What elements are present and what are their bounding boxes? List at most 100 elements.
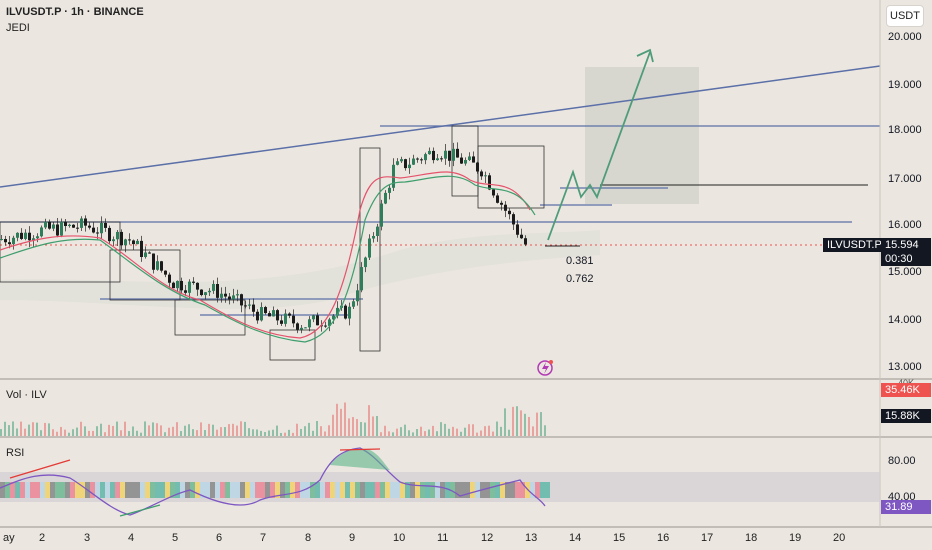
volume-bar <box>240 421 242 436</box>
time-tick: 10 <box>393 532 406 544</box>
price-tick: 17.000 <box>888 173 922 185</box>
rsi-strip-cell <box>50 482 55 498</box>
rsi-strip-cell <box>80 482 85 498</box>
rsi-strip-cell <box>315 482 320 498</box>
rsi-strip-cell <box>400 482 405 498</box>
rsi-strip-cell <box>150 482 155 498</box>
time-tick: 8 <box>305 532 312 544</box>
rsi-strip-cell <box>105 482 110 498</box>
volume-bar <box>480 430 482 436</box>
rsi-strip-cell <box>70 482 75 498</box>
candle-body <box>444 150 447 159</box>
candles <box>0 142 527 334</box>
volume-bar <box>148 425 150 436</box>
candle-body <box>116 231 119 240</box>
rsi-strip-cell <box>335 482 340 498</box>
candle-body <box>152 253 155 270</box>
candle-body <box>64 221 67 227</box>
candle-body <box>332 315 335 320</box>
rsi-strip-cell <box>235 482 240 498</box>
candle-body <box>20 232 23 239</box>
rsi-strip-cell <box>410 482 415 498</box>
candle-body <box>180 280 183 291</box>
candle-body <box>408 164 411 169</box>
time-tick: 14 <box>569 532 582 544</box>
candle-body <box>100 222 103 234</box>
rsi-strip-cell <box>515 482 520 498</box>
candle-body <box>108 227 111 242</box>
rsi-strip-cell <box>5 482 10 498</box>
candle-body <box>36 236 39 239</box>
rsi-divergence-1 <box>339 448 381 451</box>
volume-bar <box>432 425 434 436</box>
candle-body <box>228 296 231 300</box>
volume-bar <box>316 421 318 436</box>
lightning-icon[interactable] <box>537 360 553 376</box>
candle-body <box>424 154 427 161</box>
volume-bar <box>484 426 486 436</box>
volume-bar <box>328 425 330 436</box>
volume-bar <box>12 421 14 436</box>
volume-bar <box>500 426 502 436</box>
rsi-strip-cell <box>210 482 215 498</box>
volume-bar <box>228 424 230 436</box>
rsi-strip-cell <box>365 482 370 498</box>
rsi-strip-cell <box>510 482 515 498</box>
rsi-strip-cell <box>125 482 130 498</box>
candle-body <box>348 306 351 319</box>
candle-body <box>376 226 379 236</box>
volume-bar <box>528 416 530 436</box>
candle-body <box>212 284 215 291</box>
rsi-strip-cell <box>530 482 535 498</box>
currency-button[interactable]: USDT <box>886 5 924 27</box>
volume-bar <box>412 432 414 436</box>
candle-body <box>128 239 131 241</box>
candle-body <box>304 327 307 329</box>
volume-bar <box>180 431 182 436</box>
volume-bar <box>384 425 386 436</box>
rsi-strip-cell <box>395 482 400 498</box>
candle-body <box>260 307 263 321</box>
volume-bar <box>300 428 302 436</box>
volume-bar <box>524 413 526 436</box>
candle-body <box>512 214 515 225</box>
volume-bar <box>332 414 334 436</box>
rsi-strip-cell <box>45 482 50 498</box>
candle-body <box>224 293 227 297</box>
volume-bar <box>124 421 126 436</box>
rsi-strip-cell <box>325 482 330 498</box>
volume-bar <box>504 408 506 436</box>
candle-body <box>388 187 391 193</box>
candle-body <box>144 252 147 257</box>
price-tick: 14.000 <box>888 314 922 326</box>
candle-body <box>480 171 483 177</box>
rsi-strip-cell <box>225 482 230 498</box>
volume-bar <box>112 425 114 436</box>
rsi-strip-cell <box>295 482 300 498</box>
rsi-strip-cell <box>180 482 185 498</box>
volume-bar <box>292 432 294 436</box>
candle-body <box>360 267 363 291</box>
volume-bar <box>400 427 402 436</box>
volume-bar <box>424 431 426 436</box>
rsi-divergence-3 <box>119 504 161 517</box>
candle-body <box>464 159 467 164</box>
rsi-strip-cell <box>170 482 175 498</box>
volume-bar <box>472 424 474 436</box>
candle-body <box>296 323 299 330</box>
candle-body <box>500 202 503 205</box>
last-price-tag: 15.594 <box>881 238 931 252</box>
volume-label: Vol · ILV <box>6 389 47 401</box>
volume-bar <box>320 426 322 436</box>
rsi-strip-cell <box>260 482 265 498</box>
volume-bar <box>532 426 534 436</box>
candle-body <box>204 292 207 296</box>
rsi-strip-cell <box>220 482 225 498</box>
volume-bar <box>0 429 2 436</box>
candle-body <box>216 284 219 298</box>
rsi-strip-cell <box>320 482 325 498</box>
trendline <box>0 65 881 188</box>
candle-body <box>120 231 123 246</box>
volume-bar <box>516 406 518 436</box>
